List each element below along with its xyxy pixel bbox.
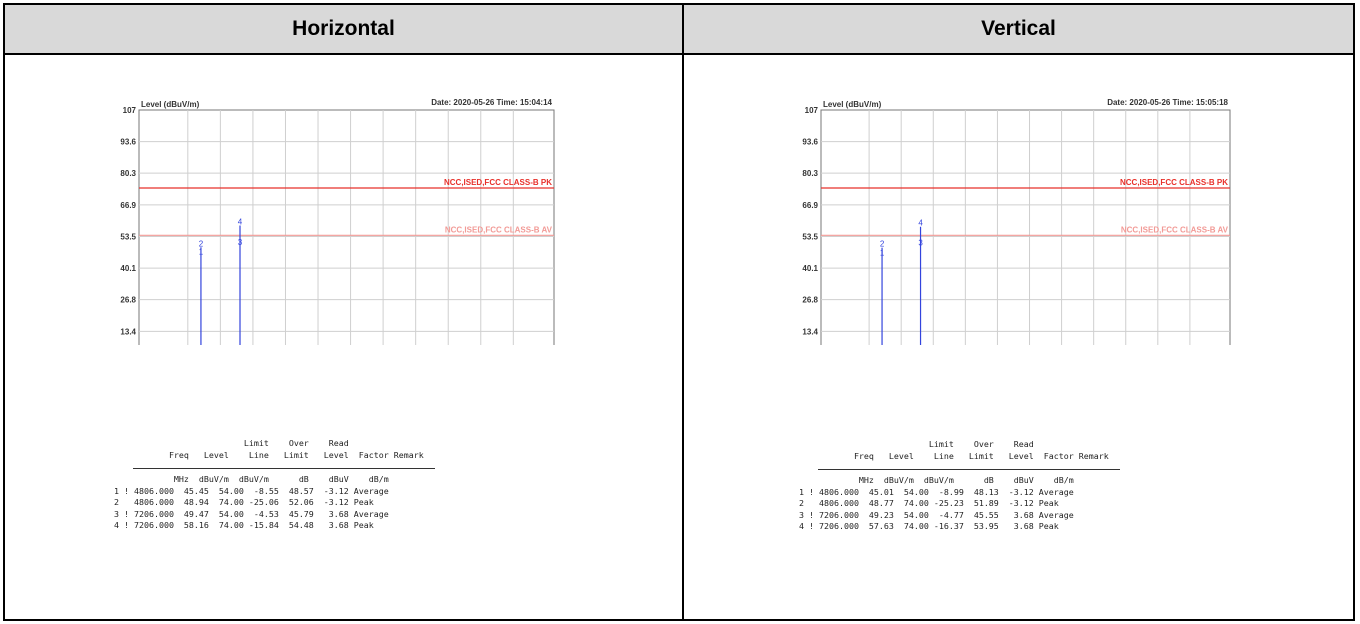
- panel-title: Horizontal: [5, 5, 682, 55]
- y-tick-label: 40.1: [120, 264, 136, 273]
- y-tick-label: 53.5: [802, 233, 818, 242]
- y-tick-label: 40.1: [802, 264, 818, 273]
- table-header-row: Limit Over Read: [109, 438, 434, 448]
- y-tick-label: 93.6: [802, 138, 818, 147]
- marker-label: 2: [880, 240, 885, 249]
- date-time-label: Date: 2020-05-26 Time: 15:05:18: [1107, 98, 1228, 107]
- panel-title: Vertical: [684, 5, 1353, 55]
- y-tick-label: 26.8: [802, 296, 818, 305]
- panel-vertical: Vertical 013.426.840.153.566.980.393.610…: [684, 5, 1353, 619]
- panel-horizontal: Horizontal 013.426.840.153.566.980.393.6…: [5, 5, 684, 619]
- y-tick-label: 66.9: [802, 201, 818, 210]
- marker-label: 1: [199, 248, 204, 257]
- limit-line-label: NCC,ISED,FCC CLASS-B AV: [1121, 225, 1229, 234]
- y-tick-label: 66.9: [120, 201, 136, 210]
- marker-label: 3: [238, 238, 243, 247]
- table-rule: [818, 469, 1120, 470]
- date-time-label: Date: 2020-05-26 Time: 15:04:14: [431, 98, 552, 107]
- chart-horizontal: 013.426.840.153.566.980.393.610710004000…: [5, 5, 684, 383]
- y-tick-label: 53.5: [120, 233, 136, 242]
- marker-label: 4: [238, 217, 243, 226]
- table-row: 3 ! 7206.000 49.47 54.00 -4.53 45.79 3.6…: [109, 508, 389, 519]
- y-axis-label: Level (dBuV/m): [823, 100, 882, 109]
- limit-line-label: NCC,ISED,FCC CLASS-B PK: [1120, 178, 1228, 187]
- table-header-row: Limit Over Read: [794, 439, 1119, 449]
- marker-label: 2: [199, 239, 204, 248]
- table-units-row: MHz dBuV/m dBuV/m dB dBuV dB/m: [794, 475, 1119, 485]
- y-tick-label: 80.3: [802, 169, 818, 178]
- chart-svg: 013.426.840.153.566.980.393.610710004000…: [120, 98, 565, 383]
- table-row: 1 ! 4806.000 45.45 54.00 -8.55 48.57 -3.…: [109, 485, 389, 496]
- measurement-table: Limit Over Read Freq Level Line Limit Le…: [794, 439, 1119, 533]
- y-tick-label: 107: [123, 106, 137, 115]
- measurement-table: Limit Over Read Freq Level Line Limit Le…: [109, 438, 434, 532]
- chart-vertical: 013.426.840.153.566.980.393.610710004000…: [684, 5, 1353, 383]
- report-table: Horizontal 013.426.840.153.566.980.393.6…: [3, 3, 1355, 621]
- table-row: 4 ! 7206.000 57.63 74.00 -16.37 53.95 3.…: [794, 521, 1059, 531]
- y-tick-label: 80.3: [120, 169, 136, 178]
- marker-label: 3: [918, 239, 923, 248]
- y-tick-label: 26.8: [120, 296, 136, 305]
- limit-line-label: NCC,ISED,FCC CLASS-B PK: [444, 178, 552, 187]
- table-units-row: MHz dBuV/m dBuV/m dB dBuV dB/m: [109, 474, 434, 484]
- table-row: 2 4806.000 48.77 74.00 -25.23 51.89 -3.1…: [794, 498, 1059, 508]
- marker-label: 4: [918, 219, 923, 228]
- marker-label: 1: [880, 249, 885, 258]
- table-header-row: Freq Level Line Limit Level Factor Remar…: [794, 450, 1119, 461]
- y-tick-label: 13.4: [802, 327, 818, 336]
- table-header-row: Freq Level Line Limit Level Factor Remar…: [109, 449, 434, 460]
- table-row: 2 4806.000 48.94 74.00 -25.06 52.06 -3.1…: [109, 497, 374, 507]
- y-tick-label: 13.4: [120, 327, 136, 336]
- limit-line-label: NCC,ISED,FCC CLASS-B AV: [445, 225, 553, 234]
- y-tick-label: 93.6: [120, 138, 136, 147]
- chart-svg: 013.426.840.153.566.980.393.610710004000…: [802, 98, 1241, 383]
- y-tick-label: 107: [805, 106, 819, 115]
- table-row: 1 ! 4806.000 45.01 54.00 -8.99 48.13 -3.…: [794, 486, 1074, 497]
- table-rule: [133, 468, 435, 469]
- table-row: 3 ! 7206.000 49.23 54.00 -4.77 45.55 3.6…: [794, 509, 1074, 520]
- table-row: 4 ! 7206.000 58.16 74.00 -15.84 54.48 3.…: [109, 520, 374, 530]
- y-axis-label: Level (dBuV/m): [141, 100, 200, 109]
